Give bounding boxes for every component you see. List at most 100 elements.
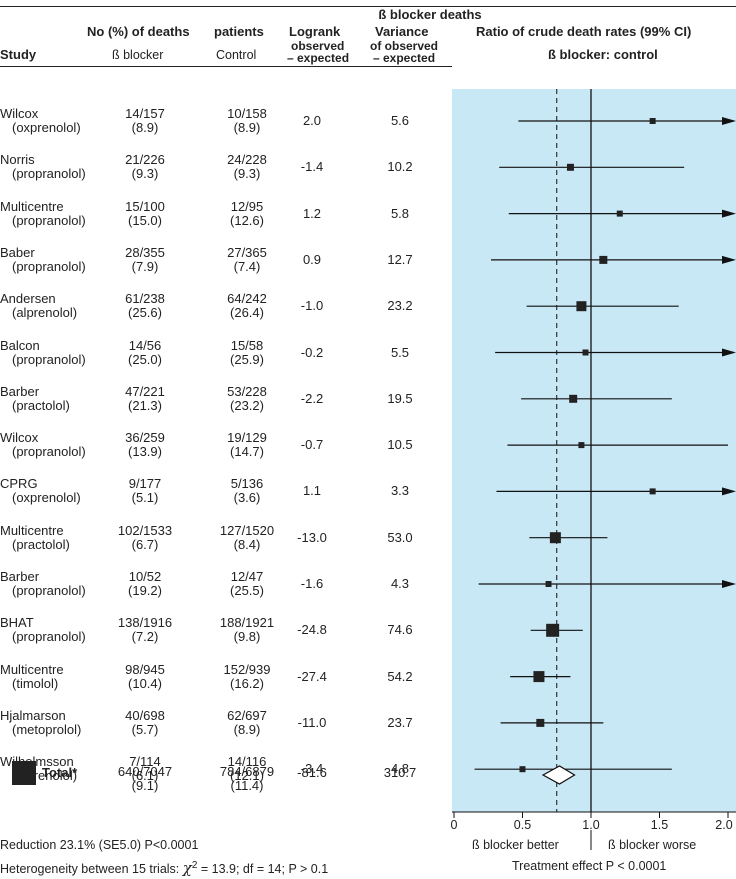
total-variance: 310.7 bbox=[383, 765, 417, 780]
effect-text: Treatment effect P < 0.0001 bbox=[512, 859, 667, 873]
control-deaths: 62/697 bbox=[227, 707, 267, 723]
point-estimate bbox=[576, 301, 587, 312]
control-deaths: 12/47 bbox=[230, 569, 264, 584]
blocker-pct: (19.2) bbox=[128, 583, 162, 598]
control-deaths: 152/939 bbox=[223, 661, 271, 677]
blocker-deaths: 47/221 bbox=[125, 383, 165, 399]
blocker-deaths: 10/52 bbox=[128, 569, 162, 584]
blocker-pct: (10.4) bbox=[128, 675, 162, 691]
x-tick-label: 1.5 bbox=[651, 818, 668, 832]
control-pct: (8.4) bbox=[233, 536, 261, 552]
blocker-pct: (21.3) bbox=[128, 397, 162, 413]
point-estimate bbox=[519, 766, 526, 773]
study-name: Multicentre bbox=[0, 198, 64, 214]
control-pct: (9.3) bbox=[233, 166, 261, 182]
total-blocker-pct: (9.1) bbox=[131, 778, 159, 793]
variance-value: 10.5 bbox=[387, 437, 413, 453]
blocker-deaths: 102/1533 bbox=[117, 522, 173, 538]
x-tick-label: 2.0 bbox=[715, 818, 732, 832]
point-estimate bbox=[649, 488, 656, 495]
study-drug: (timolol) bbox=[12, 675, 59, 691]
blocker-deaths: 14/157 bbox=[125, 106, 165, 121]
blocker-pct: (9.3) bbox=[131, 166, 159, 182]
blocker-pct: (13.9) bbox=[128, 444, 162, 460]
control-pct: (8.9) bbox=[233, 721, 261, 737]
logrank-value: -1.0 bbox=[300, 298, 324, 314]
control-pct: (12.6) bbox=[230, 212, 264, 228]
study-name: Wilcox bbox=[0, 430, 39, 446]
logrank-value: 0.9 bbox=[302, 251, 322, 267]
study-drug: (propranolol) bbox=[12, 583, 86, 598]
sub-control-header: Control bbox=[216, 48, 257, 62]
variance-value: 3.3 bbox=[390, 483, 410, 499]
study-name: Barber bbox=[0, 383, 40, 399]
logrank-value: -0.2 bbox=[300, 344, 324, 360]
blocker-deaths: 36/259 bbox=[125, 430, 165, 446]
worse-label: ß blocker worse bbox=[608, 838, 697, 852]
control-pct: (9.8) bbox=[233, 629, 261, 645]
blocker-deaths: 14/56 bbox=[128, 337, 162, 353]
logrank-value: -2.2 bbox=[300, 390, 324, 406]
point-estimate bbox=[546, 623, 560, 637]
variance-value: 54.2 bbox=[387, 668, 413, 684]
study-drug: (propranolol) bbox=[12, 166, 86, 182]
point-estimate bbox=[566, 163, 574, 171]
ci-arrow bbox=[722, 580, 736, 588]
control-pct: (7.4) bbox=[233, 258, 261, 274]
variance-value: 4.8 bbox=[390, 761, 410, 777]
control-pct: (26.4) bbox=[230, 305, 264, 321]
sub-study-header: Study bbox=[0, 47, 37, 62]
variance-value: 23.2 bbox=[387, 298, 413, 314]
blocker-deaths: 61/238 bbox=[125, 291, 165, 307]
study-name: Multicentre bbox=[0, 522, 64, 538]
blocker-deaths: 15/100 bbox=[125, 198, 165, 214]
blocker-pct: (7.2) bbox=[131, 629, 159, 645]
study-drug: (practolol) bbox=[12, 397, 70, 413]
study-drug: (propranolol) bbox=[12, 351, 86, 367]
study-name: Andersen bbox=[0, 291, 56, 307]
study-name: BHAT bbox=[0, 615, 34, 631]
blocker-pct: (6.1) bbox=[131, 768, 159, 784]
logrank-value: 2.0 bbox=[302, 113, 322, 128]
control-pct: (23.2) bbox=[230, 397, 264, 413]
control-deaths: 127/1520 bbox=[219, 522, 275, 538]
point-estimate bbox=[533, 671, 545, 683]
study-drug: (practolol) bbox=[12, 536, 70, 552]
total-logrank: -81.6 bbox=[297, 765, 327, 780]
study-name: Barber bbox=[0, 569, 40, 584]
study-name: CPRG bbox=[0, 476, 38, 492]
point-estimate bbox=[649, 118, 656, 124]
control-deaths: 53/228 bbox=[227, 383, 267, 399]
total-blocker-deaths: 640/7047 bbox=[117, 764, 173, 779]
col-logrank-header: Logrank bbox=[289, 24, 341, 39]
total-marker bbox=[12, 761, 36, 785]
better-label: ß blocker better bbox=[472, 838, 559, 852]
point-estimate bbox=[599, 255, 608, 264]
control-pct: (25.5) bbox=[230, 583, 264, 598]
control-deaths: 188/1921 bbox=[219, 615, 275, 631]
blocker-pct: (25.0) bbox=[128, 351, 162, 367]
control-deaths: 5/136 bbox=[230, 476, 264, 492]
variance-value: 12.7 bbox=[387, 251, 413, 267]
control-deaths: 12/95 bbox=[230, 198, 264, 214]
control-pct: (12.1) bbox=[230, 768, 264, 784]
point-estimate bbox=[578, 442, 585, 449]
plot-panel bbox=[452, 89, 736, 812]
variance-value: 5.6 bbox=[390, 113, 410, 128]
variance-value: 5.5 bbox=[390, 344, 410, 360]
col-patients-header: patients bbox=[214, 24, 264, 39]
control-pct: (16.2) bbox=[230, 675, 264, 691]
blocker-deaths: 7/114 bbox=[129, 754, 161, 770]
variance-value: 53.0 bbox=[387, 529, 413, 545]
control-pct: (25.9) bbox=[230, 351, 264, 367]
study-name: Balcon bbox=[0, 337, 40, 353]
blocker-pct: (15.0) bbox=[128, 212, 162, 228]
logrank-value: 1.2 bbox=[302, 205, 322, 221]
control-pct: (8.9) bbox=[233, 120, 261, 135]
study-drug: (propranolol) bbox=[12, 258, 86, 274]
study-drug: (oxprenolol) bbox=[12, 120, 81, 135]
variance-value: 74.6 bbox=[387, 622, 413, 638]
total-control-pct: (11.4) bbox=[230, 778, 264, 793]
study-name: Baber bbox=[0, 244, 35, 260]
control-deaths: 64/242 bbox=[227, 291, 267, 307]
